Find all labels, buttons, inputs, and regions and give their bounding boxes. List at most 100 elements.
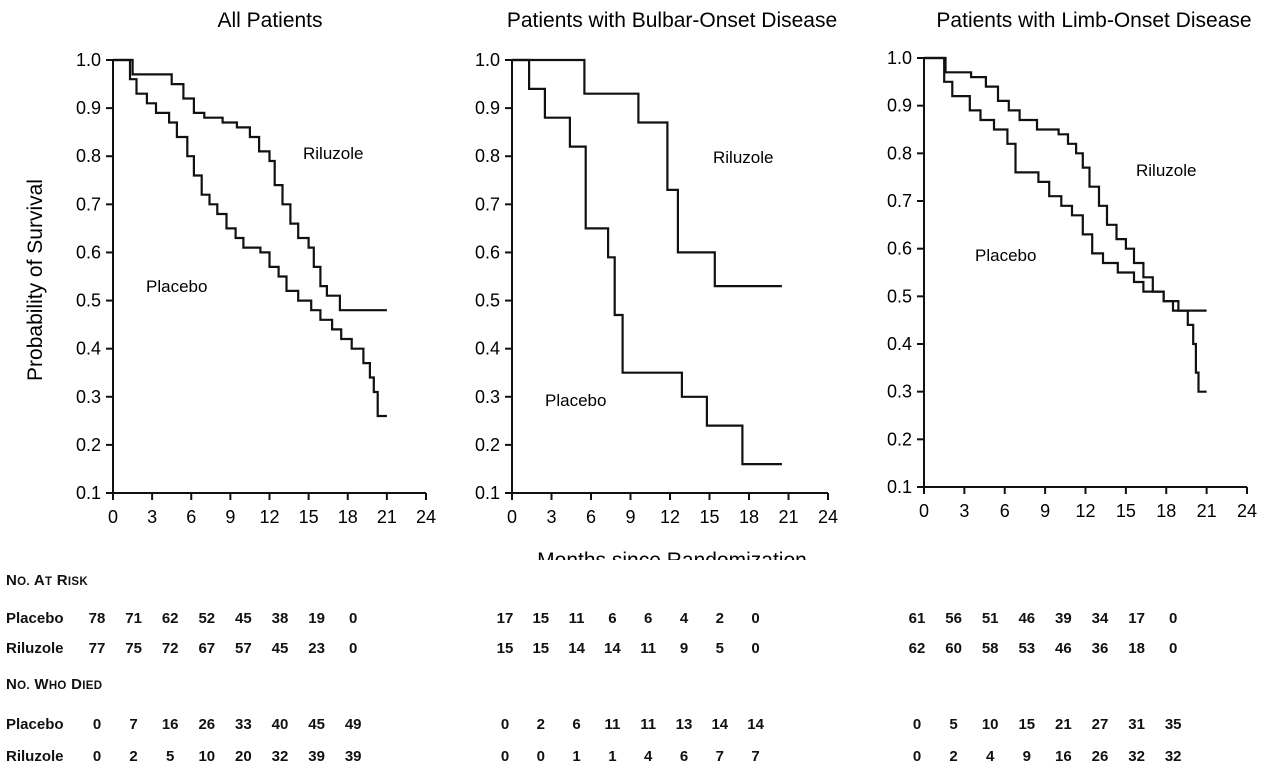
panel2-riluzole-label: Riluzole [713, 148, 773, 167]
x-tick-label: 12 [1075, 501, 1095, 521]
table-cell: 11 [568, 610, 585, 627]
table-cell: 14 [711, 716, 729, 733]
table-cell: 4 [644, 748, 653, 765]
x-tick-label: 9 [225, 507, 235, 527]
x-tick-label: 18 [1156, 501, 1176, 521]
table-cell: 7 [751, 748, 760, 765]
series-line-placebo [113, 58, 387, 418]
series-line-riluzole [512, 58, 782, 288]
table-cell: 15 [1018, 716, 1036, 733]
y-axis-label: Probability of Survival [24, 179, 47, 381]
y-tick-label: 1.0 [475, 50, 500, 70]
table-cell: 52 [198, 610, 216, 627]
table-cell: 14 [604, 640, 621, 657]
panel-title: Patients with Bulbar-Onset Disease [507, 9, 837, 32]
x-tick-label: 3 [147, 507, 157, 527]
table-cell: 46 [1018, 610, 1036, 627]
series-line-riluzole [113, 58, 387, 312]
table-cell: 27 [1091, 716, 1109, 733]
x-tick-label: 12 [660, 507, 680, 527]
table-cell: 0 [751, 640, 760, 657]
table-cell: 2 [536, 716, 545, 733]
table-cell: 4 [679, 610, 689, 627]
table-cell: 2 [129, 748, 138, 765]
y-tick-label: 0.8 [887, 143, 912, 163]
table-cell: 0 [912, 716, 922, 733]
panel-title: Patients with Limb-Onset Disease [936, 9, 1251, 32]
table-cell: 61 [908, 610, 926, 627]
y-tick-label: 0.6 [887, 239, 912, 259]
x-tick-label: 21 [1197, 501, 1217, 521]
y-tick-label: 0.3 [475, 387, 500, 407]
y-tick-label: 0.2 [76, 435, 101, 455]
table-cell: 26 [1091, 748, 1109, 765]
x-tick-label: 3 [546, 507, 556, 527]
x-tick-label: 6 [1000, 501, 1010, 521]
y-tick-label: 0.4 [76, 339, 101, 359]
table-cell: 33 [235, 716, 252, 733]
table-cell: 23 [308, 640, 325, 657]
y-tick-label: 0.7 [887, 191, 912, 211]
table-cell: 15 [532, 610, 550, 627]
table-cell: 49 [344, 716, 362, 733]
y-tick-label: 0.7 [475, 194, 500, 214]
table-cell: 75 [125, 640, 142, 657]
table-cell: 38 [271, 610, 289, 627]
table-cell: 67 [198, 640, 216, 657]
x-tick-label: 15 [1116, 501, 1136, 521]
y-tick-label: 0.2 [475, 435, 500, 455]
table-cell: 7 [715, 748, 724, 765]
y-tick-label: 0.8 [475, 146, 500, 166]
panel1-riluzole-label: Riluzole [303, 144, 363, 163]
x-tick-label: 12 [259, 507, 279, 527]
table-cell: 58 [981, 640, 999, 657]
table-cell: 45 [235, 610, 252, 627]
table-cell: 62 [908, 640, 926, 657]
table-cell: 1 [572, 748, 581, 765]
table-cell: 0 [500, 716, 510, 733]
row-label: Riluzole [6, 748, 64, 765]
table-cell: 0 [349, 640, 358, 657]
x-tick-label: 15 [299, 507, 319, 527]
table-cell: 17 [1128, 610, 1145, 627]
table-cell: 6 [679, 748, 689, 765]
row-label: Placebo [6, 716, 64, 733]
table-cell: 56 [945, 610, 962, 627]
y-tick-label: 1.0 [887, 48, 912, 68]
table-cell: 5 [166, 748, 175, 765]
table-cell: 18 [1128, 640, 1145, 657]
table-cell: 39 [344, 748, 362, 765]
x-tick-label: 18 [739, 507, 759, 527]
table-cell: 2 [949, 748, 958, 765]
table-cell: 51 [981, 610, 999, 627]
panel-title: All Patients [217, 9, 322, 32]
table-cell: 6 [608, 610, 617, 627]
table-cell: 2 [715, 610, 724, 627]
table-cell: 11 [640, 640, 657, 657]
at-risk-heading: NO. AT RISK [6, 572, 88, 589]
y-tick-label: 0.9 [475, 98, 500, 118]
table-cell: 0 [500, 748, 510, 765]
y-tick-label: 0.5 [887, 286, 912, 306]
table-cell: 0 [92, 716, 102, 733]
table-cell: 1 [608, 748, 617, 765]
table-cell: 26 [198, 716, 216, 733]
series-line-placebo [924, 56, 1207, 393]
table-cell: 77 [88, 640, 106, 657]
table-cell: 0 [349, 610, 358, 627]
x-tick-label: 18 [338, 507, 358, 527]
y-tick-label: 0.3 [76, 387, 101, 407]
table-cell: 40 [271, 716, 289, 733]
table-cell: 19 [308, 610, 325, 627]
panel-limb-onset: Patients with Limb-Onset Disease 0.1 0.2 0.… [887, 9, 1257, 521]
table-cell: 32 [271, 748, 289, 765]
series-line-placebo [512, 58, 782, 466]
table-cell: 0 [536, 748, 545, 765]
table-cell: 9 [1022, 748, 1031, 765]
table-cell: 15 [532, 640, 550, 657]
row-label: Placebo [6, 610, 64, 627]
panel-all-patients: All Patients 0.1 0.2 0.3 0.4 0.5 0.6 0.7 0.8 0.9 1… [76, 9, 436, 527]
table-cell: 78 [88, 610, 106, 627]
table-cell: 35 [1164, 716, 1182, 733]
y-tick-label: 0.9 [887, 96, 912, 116]
